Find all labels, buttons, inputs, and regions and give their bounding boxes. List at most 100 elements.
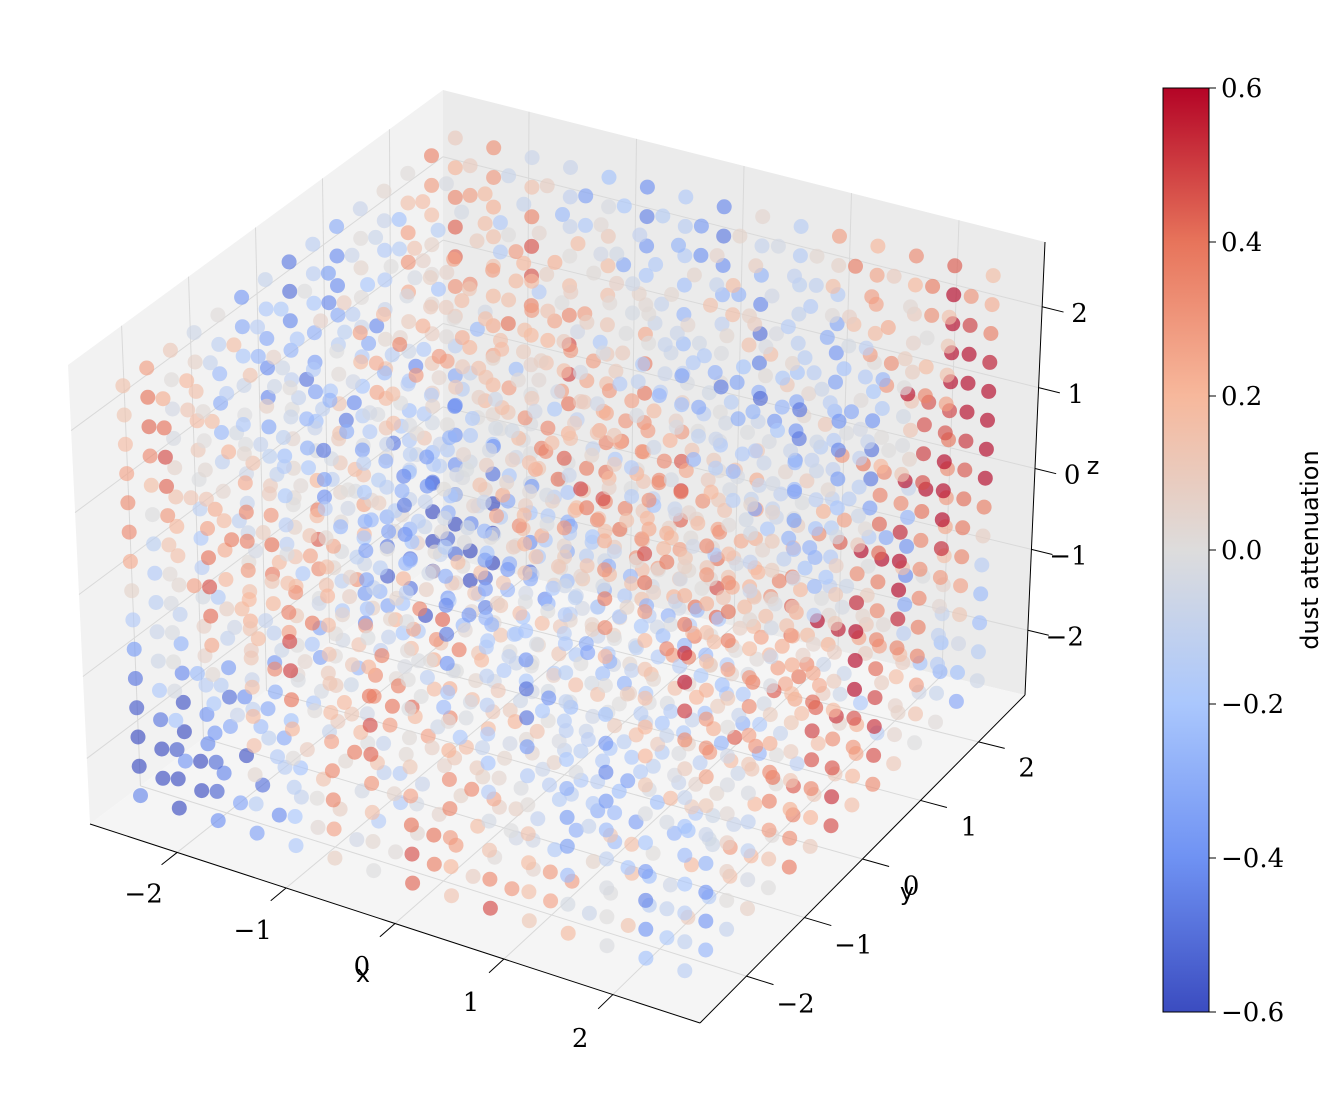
scatter-point	[764, 562, 780, 578]
scatter-point	[540, 303, 556, 319]
scatter-point	[267, 379, 282, 394]
scatter-point	[517, 594, 533, 610]
scatter-point	[180, 402, 196, 418]
scatter-point	[555, 207, 570, 222]
scatter-point	[579, 314, 595, 330]
scatter-point	[747, 796, 763, 812]
scatter-point	[736, 359, 751, 375]
scatter-point	[171, 800, 187, 816]
scatter-point	[560, 896, 576, 912]
scatter-point	[814, 381, 830, 397]
scatter-point	[398, 746, 414, 762]
scatter-point	[976, 499, 992, 515]
scatter-point	[677, 674, 693, 690]
scatter-point	[560, 485, 576, 500]
scatter-point	[769, 747, 784, 763]
scatter-point	[503, 823, 519, 839]
scatter-point	[808, 521, 823, 537]
scatter-point	[480, 726, 496, 742]
scatter-point	[905, 364, 920, 380]
scatter-point	[874, 401, 890, 416]
colorbar-tick-label: 0.0	[1221, 536, 1262, 566]
scatter-point	[860, 558, 876, 574]
scatter-point	[775, 370, 791, 386]
scatter-point	[913, 532, 929, 548]
scatter-point	[186, 578, 202, 594]
scatter-point	[928, 714, 943, 730]
scatter-point	[122, 553, 138, 569]
scatter-point	[282, 380, 298, 396]
scatter-point	[761, 434, 777, 450]
scatter-point	[438, 597, 454, 613]
scatter-point	[803, 810, 819, 825]
scatter-point	[841, 338, 857, 354]
scatter-point	[889, 640, 905, 656]
scatter-point	[646, 439, 662, 455]
scatter-point	[319, 559, 335, 575]
scatter-point	[740, 785, 756, 801]
scatter-point	[508, 273, 524, 289]
scatter-point	[911, 590, 927, 606]
scatter-point	[659, 641, 675, 657]
scatter-point	[786, 513, 802, 528]
colorbar-tick-label: 0.6	[1221, 74, 1262, 104]
scatter-point	[384, 347, 400, 363]
x-tick	[161, 852, 178, 866]
scatter-point	[929, 685, 944, 701]
scatter-point	[581, 905, 597, 921]
scatter-point	[227, 619, 243, 635]
scatter-point	[561, 307, 577, 323]
scatter-point	[630, 374, 646, 390]
scatter-point	[720, 748, 735, 764]
scatter-point	[573, 743, 589, 759]
scatter-point	[783, 443, 799, 459]
scatter-point	[342, 589, 358, 605]
scatter-point	[501, 227, 516, 243]
scatter-point	[431, 281, 446, 297]
scatter-point	[477, 523, 492, 539]
scatter-point	[119, 466, 135, 482]
x-axis-label: x	[356, 960, 370, 988]
scatter-point	[676, 277, 692, 293]
scatter-point	[479, 457, 494, 473]
scatter-point	[518, 681, 534, 697]
scatter-point	[948, 693, 964, 709]
scatter-point	[637, 575, 653, 591]
scatter-point	[440, 713, 456, 729]
scatter-point	[764, 591, 780, 607]
scatter-point	[400, 672, 416, 688]
scatter-point	[430, 222, 446, 238]
scatter-point	[585, 708, 601, 724]
scatter-point	[170, 548, 186, 564]
scatter-point	[416, 341, 432, 357]
scatter-point	[391, 212, 407, 227]
scatter-point	[824, 760, 840, 776]
scatter-point	[601, 199, 617, 215]
scatter-point	[434, 524, 449, 540]
scatter-point	[579, 460, 595, 476]
scatter-point	[677, 963, 693, 979]
scatter-point	[638, 921, 654, 937]
scatter-point	[481, 784, 497, 800]
scatter-point	[805, 694, 821, 710]
scatter-point	[573, 394, 589, 409]
scatter-point	[297, 283, 313, 299]
z-tick-label: −2	[1046, 622, 1084, 652]
scatter-point	[302, 548, 318, 564]
scatter-point	[688, 776, 704, 792]
scatter-point	[616, 734, 632, 750]
scatter-point	[900, 509, 916, 525]
scatter-point	[600, 228, 616, 244]
scatter-point	[410, 513, 426, 529]
scatter-point	[890, 611, 906, 627]
scatter-point	[561, 467, 577, 483]
scatter-point	[580, 645, 596, 661]
scatter-point	[164, 372, 179, 388]
scatter-point	[708, 431, 724, 447]
scatter-point	[897, 351, 913, 367]
x-tick-label: −2	[124, 880, 162, 910]
scatter-point	[734, 446, 750, 462]
scatter-point	[403, 788, 419, 804]
scatter-point	[419, 670, 435, 685]
scatter-point	[454, 204, 470, 220]
